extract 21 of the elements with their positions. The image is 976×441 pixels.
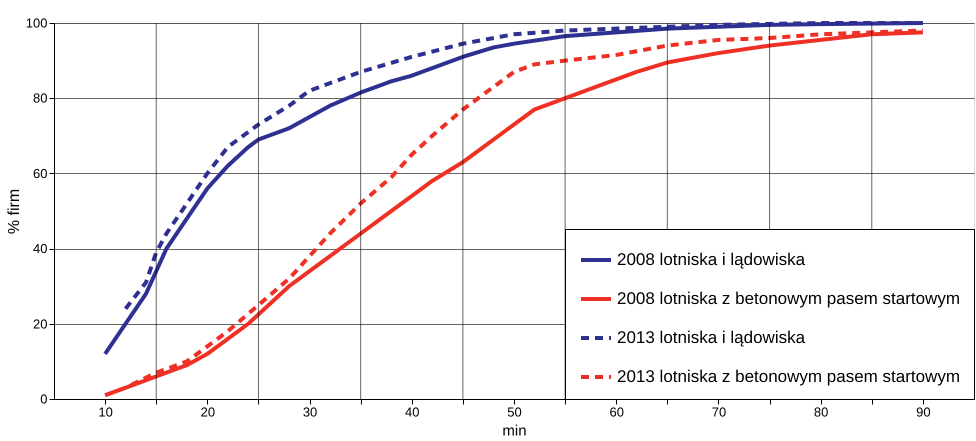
x-tick-label: 60 [609, 404, 624, 420]
x-tick-label: 30 [302, 404, 318, 420]
y-tick-label: 100 [26, 16, 48, 30]
x-tick-label: 70 [712, 404, 726, 420]
legend-label: 2013 lotniska z betonowym pasem startowym [617, 367, 960, 386]
y-tick-label: 40 [33, 241, 48, 256]
y-tick-label: 80 [33, 90, 48, 106]
x-tick-label: 90 [916, 404, 931, 420]
y-axis-title: % firm [6, 188, 23, 234]
x-tick-label: 50 [507, 404, 522, 420]
y-tick-label: 0 [40, 392, 48, 406]
legend-label: 2008 lotniska i lądowiska [617, 250, 806, 269]
x-tick-label: 80 [814, 404, 828, 420]
x-tick-label: 10 [98, 404, 113, 420]
y-tick-label: 60 [33, 166, 48, 181]
x-axis-title: min [502, 422, 527, 440]
legend-label: 2008 lotniska z betonowym pasem startowym [617, 289, 960, 308]
x-tick-label: 20 [200, 404, 216, 420]
legend-label: 2013 lotniska i lądowiska [617, 328, 806, 347]
y-tick-label: 20 [33, 316, 48, 332]
x-tick-label: 40 [405, 404, 420, 420]
